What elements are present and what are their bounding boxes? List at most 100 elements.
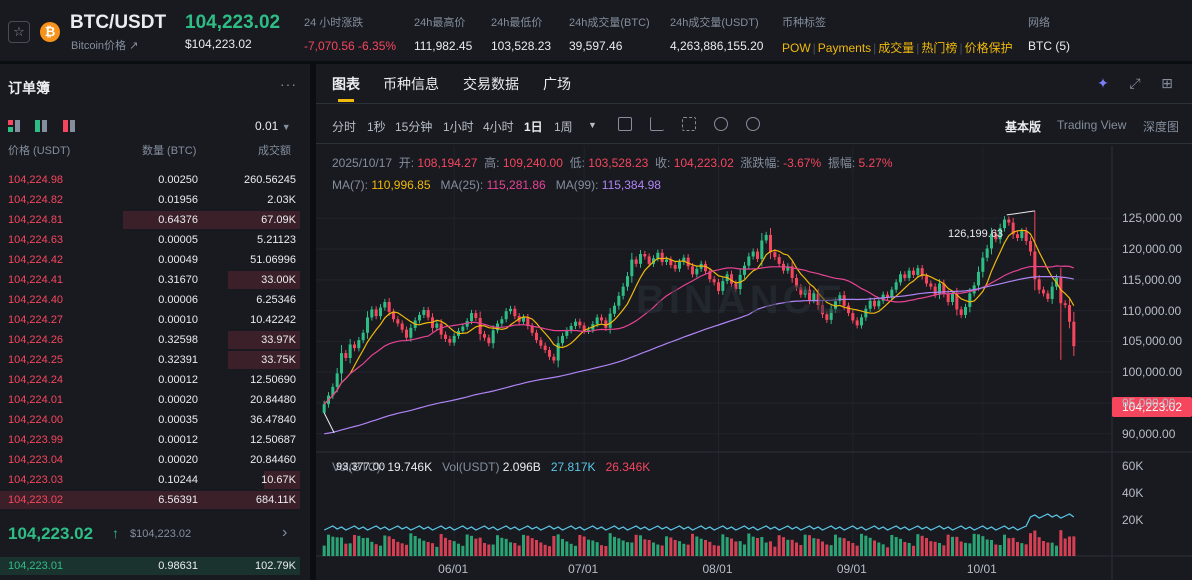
book-bids-only-icon[interactable] [35,120,48,132]
ask-row[interactable]: 104,224.24 0.00012 12.50690 [0,370,310,390]
kline-chart[interactable]: BINANCE 2025/10/17 开: 108,194.27 高: 109,… [316,146,1192,580]
kline-svg[interactable] [316,146,1192,580]
indicator-icon[interactable] [650,117,664,131]
ask-row[interactable]: 104,224.42 0.00049 51.06996 [0,250,310,270]
volume-bar [929,541,933,556]
volume-bar [573,545,578,556]
candle-body [851,313,855,321]
ask-row[interactable]: 104,224.41 0.31670 33.00K [0,270,310,290]
volume-bar [474,538,478,556]
coin-name-link[interactable]: Bitcoin价格 ↗ [71,37,138,53]
active-tab-indicator [338,99,354,102]
view-tradingview[interactable]: Trading View [1057,118,1127,132]
interval-15m[interactable]: 15分钟 [395,120,433,134]
volume-bar [807,535,812,556]
ask-row[interactable]: 104,224.00 0.00035 36.47840 [0,410,310,430]
volume-bar [799,545,803,556]
ask-row[interactable]: 104,223.04 0.00020 20.84460 [0,450,310,470]
ask-row[interactable]: 104,224.81 0.64376 67.09K [0,210,310,230]
candle-body [465,321,469,327]
amplitude-value: 5.27% [858,156,893,170]
ask-row[interactable]: 104,224.27 0.00010 10.42242 [0,310,310,330]
candle-body [552,356,556,361]
tag-pow[interactable]: POW [782,41,811,55]
book-both-sides-icon[interactable] [8,120,20,132]
bid-row[interactable]: 104,223.01 0.98631 102.79K [0,556,310,576]
volume-bar [361,538,365,556]
stat-24h-low: 24h最低价 103,528.23 [491,14,551,53]
network-stat[interactable]: 网络 BTC (5) [1028,14,1070,53]
pair-title[interactable]: BTC/USDT [70,12,167,33]
external-link-icon: ↗ [129,40,139,52]
volume-tick-label: 40K [1122,486,1144,500]
ask-row[interactable]: 104,223.03 0.10244 10.67K [0,470,310,490]
tab-chart[interactable]: 图表 [332,76,360,92]
candle-body [959,309,963,315]
ma25-line [323,265,1074,405]
layout-grid-icon[interactable]: ⊞ [1161,75,1173,91]
view-basic[interactable]: 基本版 [1005,120,1042,134]
volume-bar [976,534,981,556]
volume-bar [985,539,989,556]
book-asks-only-icon[interactable] [62,120,75,132]
ask-row[interactable]: 104,223.02 6.56391 684.11K [0,490,310,510]
tag-payments[interactable]: Payments [817,41,872,55]
tag-hot[interactable]: 热门榜 [921,41,958,55]
volume-bar [478,537,482,556]
interval-1h[interactable]: 1小时 [443,120,474,134]
ask-row[interactable]: 104,224.63 0.00005 5.21123 [0,230,310,250]
candle-body [556,343,560,361]
ask-row[interactable]: 104,223.99 0.00012 12.50687 [0,430,310,450]
tag-price-protection[interactable]: 价格保护 [964,41,1013,55]
volume-bar [781,537,786,556]
calendar-icon[interactable] [618,117,632,131]
volume-bar [374,544,378,556]
ask-row[interactable]: 104,224.82 0.01956 2.03K [0,190,310,210]
ask-row[interactable]: 104,224.98 0.00250 260.56245 [0,170,310,190]
interval-1w[interactable]: 1周 [554,120,573,134]
interval-4h[interactable]: 4小时 [483,120,514,134]
ask-qty: 0.00020 [158,394,198,406]
ask-row[interactable]: 104,224.26 0.32598 33.97K [0,330,310,350]
candle-body [933,286,937,295]
ask-qty: 0.64376 [158,214,198,226]
favorite-star-icon[interactable]: ☆ [8,21,30,43]
tab-square[interactable]: 广场 [543,76,571,92]
tab-trading-data[interactable]: 交易数据 [463,76,519,92]
mid-price-row[interactable]: 104,223.02 ↑ $104,223.02 › [0,516,310,550]
volume-bar [968,543,972,556]
interval-1s[interactable]: 1秒 [367,120,386,134]
col-total: 成交额 [258,145,291,157]
chevron-right-icon[interactable]: › [282,524,288,541]
interval-1d[interactable]: 1日 [524,120,543,134]
volume-bar [339,537,344,556]
volume-bar [1046,542,1050,556]
volume-bar [1028,533,1033,556]
candle-body [573,321,578,326]
ai-sparkle-icon[interactable]: ✦ [1097,75,1109,91]
ask-row[interactable]: 104,224.25 0.32391 33.75K [0,350,310,370]
volume-bar [846,541,851,556]
gear-icon[interactable] [746,117,760,131]
volume-bar [994,544,998,556]
tab-coin-info[interactable]: 币种信息 [383,76,439,92]
expand-icon[interactable]: ⤢ [1129,75,1141,91]
stat-value: 103,528.23 [491,39,552,53]
tag-volume[interactable]: 成交量 [878,41,915,55]
candle-body [582,325,586,331]
stat-label: 24 小时涨跌 [304,17,364,29]
ask-row[interactable]: 104,224.01 0.00020 20.84480 [0,390,310,410]
view-depth[interactable]: 深度图 [1143,120,1180,134]
ask-row[interactable]: 104,224.40 0.00006 6.25346 [0,290,310,310]
volume-bar [686,544,690,556]
precision-select[interactable]: 0.01 ▼ [255,119,291,133]
ask-price: 104,224.26 [8,334,64,346]
vol-usdt-value: 2.096B [502,460,541,474]
candle-type-icon[interactable] [682,117,696,131]
volume-bar [699,538,703,556]
settings-sliders-icon[interactable] [714,117,728,131]
more-options-icon[interactable]: ··· [280,76,297,92]
interval-more-chevron-icon[interactable]: ▼ [588,120,597,130]
interval-timeline[interactable]: 分时 [332,120,357,134]
change-value: -3.67% [783,156,822,170]
